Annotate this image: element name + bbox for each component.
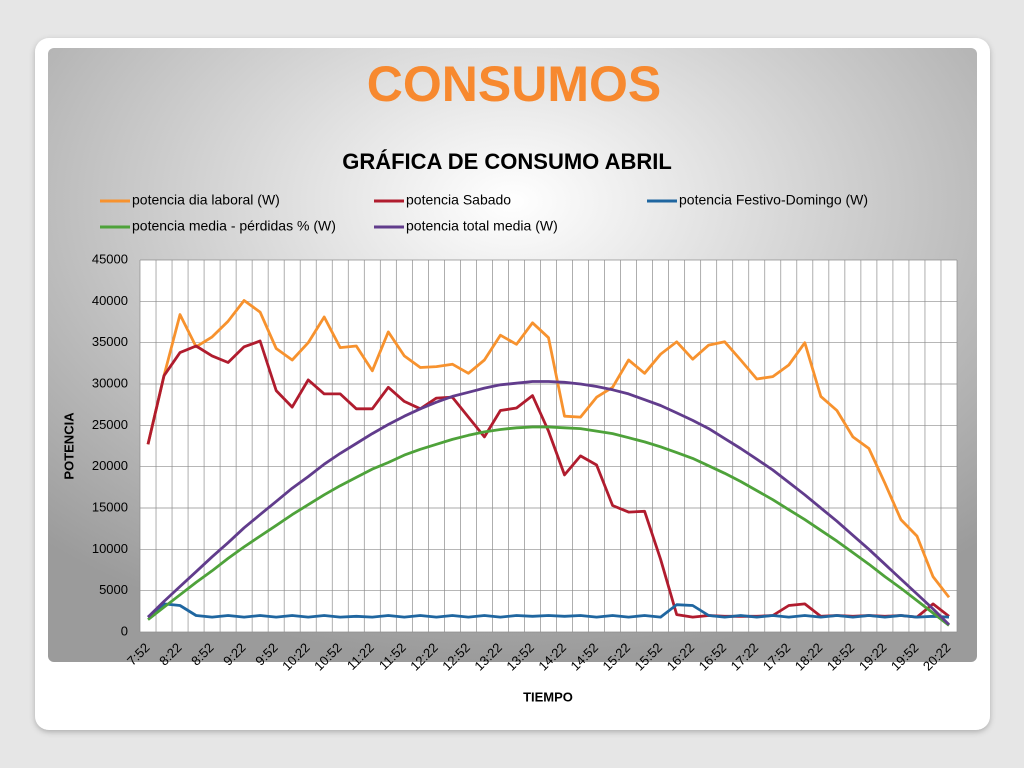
series-line <box>147 380 950 626</box>
y-tick-label: 45000 <box>92 251 128 266</box>
legend-label: potencia total media (W) <box>406 218 558 234</box>
legend-label: potencia dia laboral (W) <box>132 192 280 208</box>
series-line <box>147 425 950 627</box>
slide-title: CONSUMOS <box>367 56 661 112</box>
series-line <box>146 339 950 619</box>
y-axis-label: POTENCIA <box>61 412 76 480</box>
y-tick-label: 0 <box>121 623 128 638</box>
y-tick-label: 15000 <box>92 499 128 514</box>
legend-label: potencia Sabado <box>406 192 511 208</box>
x-axis-label: TIEMPO <box>523 689 573 704</box>
chart-title: GRÁFICA DE CONSUMO ABRIL <box>342 149 672 174</box>
legend-label: potencia Festivo-Domingo (W) <box>679 192 868 208</box>
y-tick-label: 20000 <box>92 458 128 473</box>
y-tick-label: 10000 <box>92 541 128 556</box>
plot-area <box>140 260 957 632</box>
series-line <box>147 602 950 619</box>
y-tick-label: 25000 <box>92 417 128 432</box>
y-tick-label: 30000 <box>92 375 128 390</box>
y-tick-label: 40000 <box>92 293 128 308</box>
legend-label: potencia media - pérdidas % (W) <box>132 218 336 234</box>
series-line <box>146 299 951 599</box>
y-tick-label: 35000 <box>92 334 128 349</box>
y-tick-label: 5000 <box>99 582 128 597</box>
